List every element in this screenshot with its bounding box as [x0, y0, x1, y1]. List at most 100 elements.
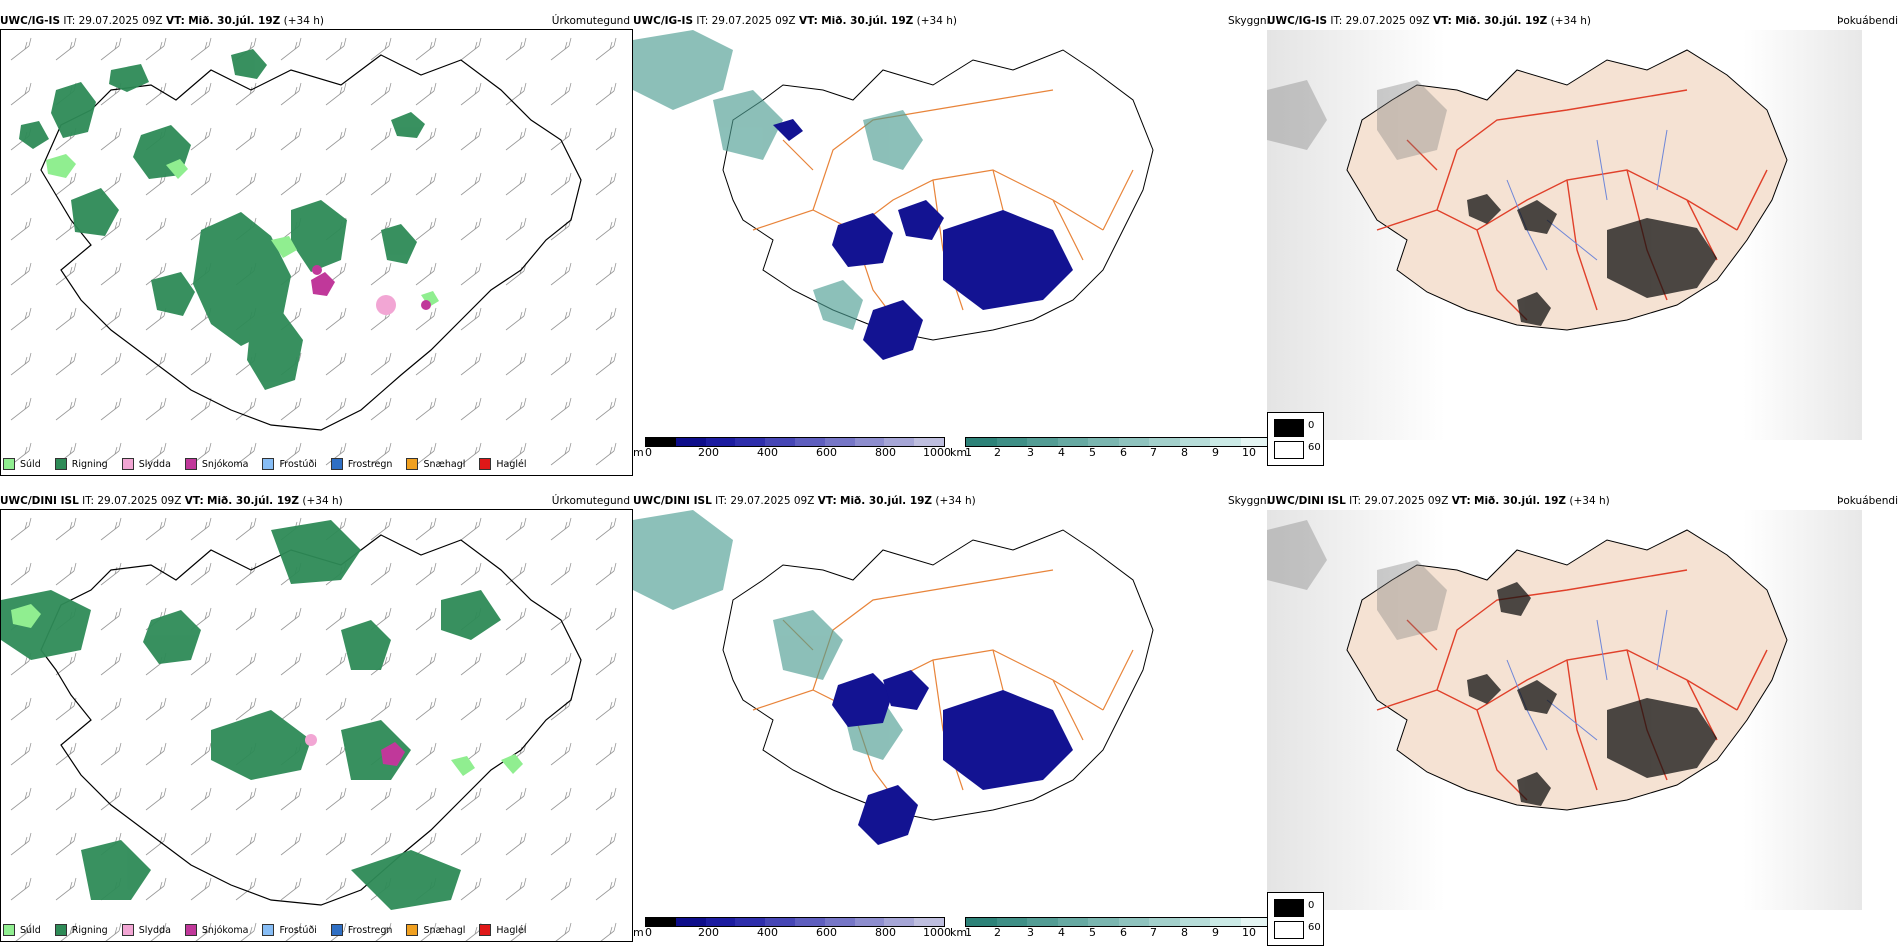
visibility-legend: 0 60	[1267, 892, 1324, 946]
it-value: 29.07.2025 09Z	[78, 15, 163, 27]
legend-swatch	[406, 458, 419, 470]
legend-item: Frostregn	[330, 458, 392, 470]
roads	[752, 569, 1134, 811]
precip-type-svg	[1, 510, 632, 941]
fog-map	[1267, 510, 1862, 910]
precip-type-map: Súld Rigning Slydda Snjókoma Frostúði Fr…	[0, 509, 633, 942]
vis-swatch-high	[1274, 441, 1304, 459]
cloud-base-bar	[645, 917, 945, 927]
vt-label: VT:	[165, 15, 185, 27]
roads	[752, 89, 1134, 331]
iceland-coastline	[40, 54, 582, 431]
fog-haze	[1267, 80, 1447, 160]
row-1: UWC/IG-IS IT: 29.07.2025 09Z VT: Mið. 30…	[0, 12, 1900, 476]
middle-header: UWC/IG-IS IT: 29.07.2025 09Z VT: Mið. 30…	[633, 15, 957, 27]
cloud-height-colorbar: km 1 2 3 4 5 6 7 8 9 10	[950, 917, 1272, 941]
skyggni-label: Skyggni	[1228, 15, 1270, 27]
low-cloud-areas	[773, 119, 1073, 360]
model-name: UWC/IG-IS	[1267, 15, 1328, 27]
model-name: UWC/DINI ISL	[0, 495, 79, 507]
cloud-height-unit: km	[950, 446, 968, 459]
legend-swatch	[54, 924, 67, 936]
right-header: UWC/IG-IS IT: 29.07.2025 09Z VT: Mið. 30…	[1267, 12, 1900, 30]
sleet-areas	[376, 295, 396, 315]
legend-item: Snæhagl	[406, 458, 465, 470]
row-2: UWC/DINI ISL IT: 29.07.2025 09Z VT: Mið.…	[0, 492, 1900, 950]
legend-swatch	[406, 924, 419, 936]
right-header: UWC/DINI ISL IT: 29.07.2025 09Z VT: Mið.…	[1267, 492, 1900, 510]
cloud-base-svg	[633, 30, 1154, 360]
legend-item: Haglél	[479, 924, 527, 936]
legend-swatch	[3, 924, 15, 936]
model-name: UWC/DINI ISL	[1267, 495, 1346, 507]
cloud-height-bar	[965, 437, 1272, 447]
cloud-base-colorbar: m 0 200 400 600 800 1000	[633, 917, 951, 941]
legend-item: Súld	[3, 924, 41, 936]
left-header: UWC/IG-IS IT: 29.07.2025 09Z VT: Mið. 30…	[0, 12, 632, 30]
iceland-coastline	[40, 534, 582, 906]
cloud-height-bar	[965, 917, 1272, 927]
cloud-base-colorbar: m 0 200 400 600 800 1000	[633, 437, 951, 461]
legend-swatch	[184, 458, 197, 470]
legend-item: Slydda	[121, 924, 171, 936]
legend-item: Snjókoma	[184, 458, 248, 470]
fog-svg	[1267, 520, 1788, 811]
precip-type-map: Súld Rigning Slydda Snjókoma Frostúði Fr…	[0, 29, 633, 476]
fog-areas	[1467, 194, 1717, 326]
middle-header: UWC/DINI ISL IT: 29.07.2025 09Z VT: Mið.…	[633, 495, 976, 507]
legend-swatch	[184, 924, 197, 936]
legend-item: Snæhagl	[406, 924, 465, 936]
fog-haze	[1267, 520, 1447, 640]
fog-map	[1267, 30, 1862, 440]
drizzle-areas	[11, 604, 523, 776]
rain-areas	[19, 49, 425, 390]
legend-swatch	[479, 924, 492, 936]
visibility-legend: 0 60	[1267, 412, 1324, 466]
legend-item: Frostúði	[262, 458, 317, 470]
left-header: UWC/DINI ISL IT: 29.07.2025 09Z VT: Mið.…	[0, 492, 632, 510]
it-label: IT:	[63, 15, 76, 27]
vis-swatch-low	[1274, 419, 1304, 437]
legend-swatch	[54, 458, 67, 470]
cloud-height-colorbar: km 1 2 3 4 5 6 7 8 9 10	[950, 437, 1272, 461]
model-name: UWC/IG-IS	[0, 15, 61, 27]
low-cloud-areas	[832, 670, 1073, 845]
cloud-base-bar	[645, 437, 945, 447]
precip-type-legend: Súld Rigning Slydda Snjókoma Frostúði Fr…	[3, 920, 541, 940]
legend-swatch	[121, 458, 134, 470]
precip-type-legend: Súld Rigning Slydda Snjókoma Frostúði Fr…	[3, 454, 541, 474]
legend-item: Rigning	[54, 458, 108, 470]
legend-swatch	[262, 458, 275, 470]
iceland-coastline	[722, 529, 1154, 821]
panel-title-fog: Þokuábendi	[1837, 495, 1898, 507]
cloud-base-map	[633, 510, 1263, 910]
vt-value: Mið. 30.júl. 19Z	[188, 15, 281, 27]
legend-item: Haglél	[479, 458, 527, 470]
panel-title-precip-type: Úrkomutegund	[551, 495, 630, 507]
mid-cloud-areas	[633, 30, 923, 330]
skyggni-label: Skyggni	[1228, 495, 1270, 507]
model-name: UWC/DINI ISL	[633, 495, 712, 507]
model-name: UWC/IG-IS	[633, 15, 694, 27]
panel-title-fog: Þokuábendi	[1837, 15, 1898, 27]
cloud-base-unit: m	[633, 446, 644, 459]
drizzle-areas	[46, 154, 439, 307]
legend-swatch	[3, 458, 15, 470]
legend-item: Rigning	[54, 924, 108, 936]
cloud-base-svg	[633, 510, 1154, 845]
snow-areas	[311, 265, 431, 310]
fog-svg	[1267, 49, 1788, 331]
fog-areas	[1467, 582, 1717, 806]
legend-item: Súld	[3, 458, 41, 470]
legend-swatch	[479, 458, 492, 470]
sleet-areas	[305, 734, 317, 746]
legend-swatch	[262, 924, 275, 936]
panel-title-precip-type: Úrkomutegund	[551, 15, 630, 27]
iceland-coastline	[722, 49, 1154, 341]
legend-swatch	[330, 458, 343, 470]
legend-item: Frostúði	[262, 924, 317, 936]
vis-swatch-low	[1274, 899, 1304, 917]
legend-item: Frostregn	[330, 924, 392, 936]
snow-areas	[381, 742, 405, 766]
legend-swatch	[121, 924, 134, 936]
